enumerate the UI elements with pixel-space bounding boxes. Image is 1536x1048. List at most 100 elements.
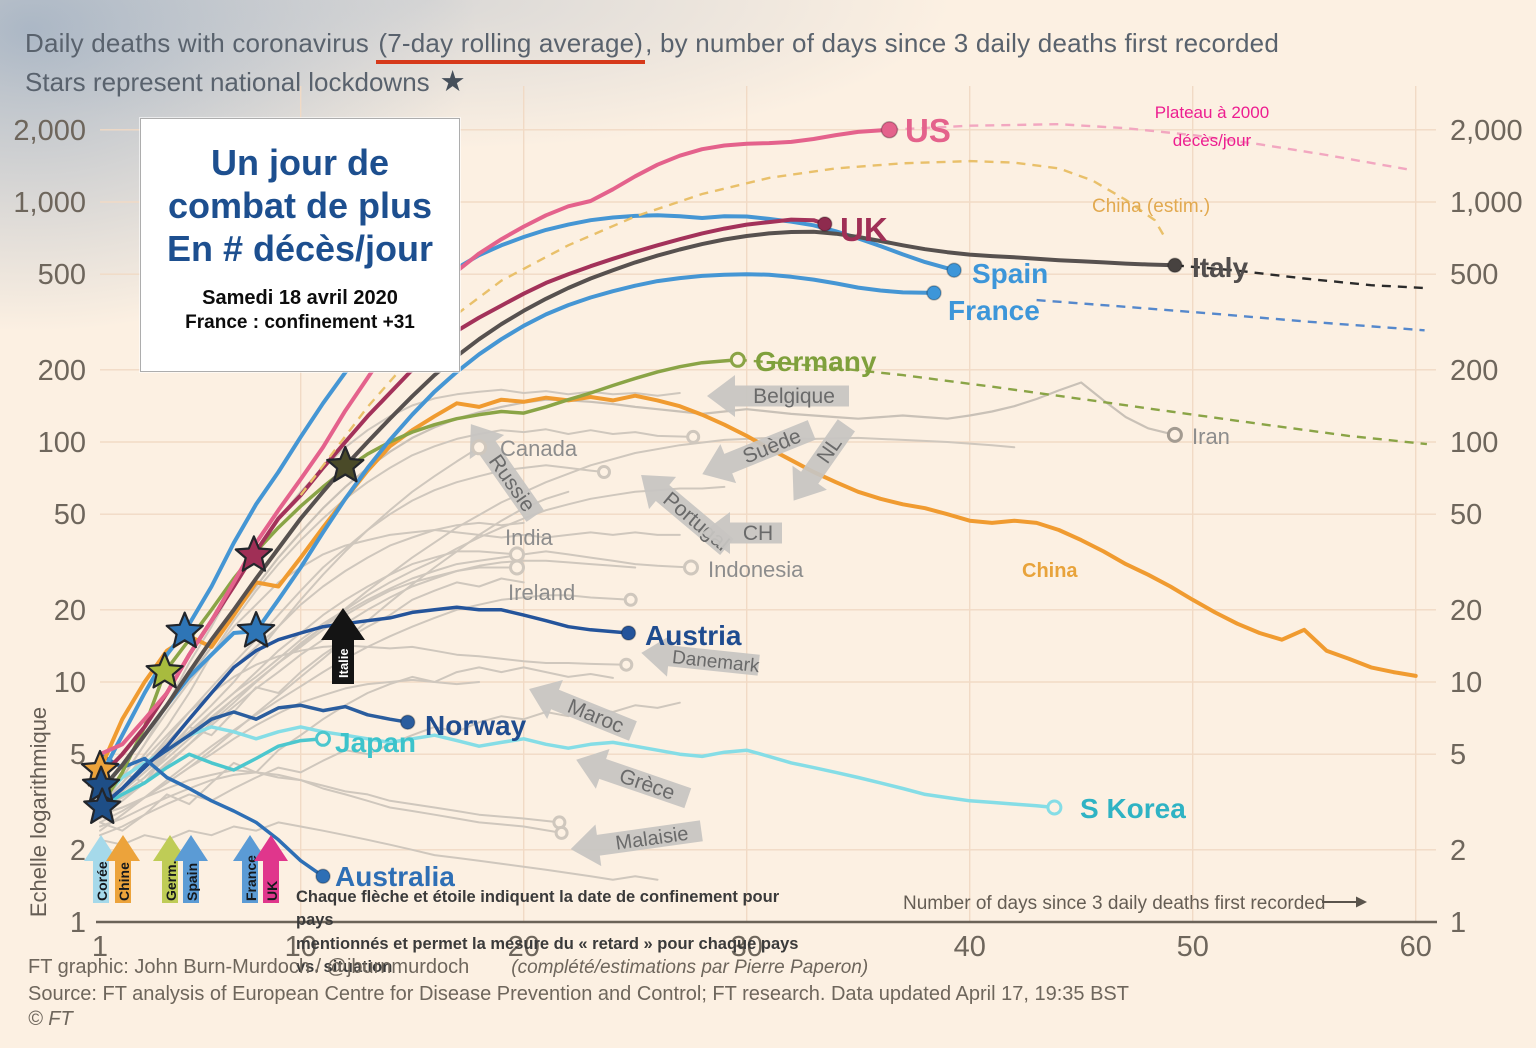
lockdown-star [234,535,273,572]
x-axis-title: Number of days since 3 daily deaths firs… [903,893,1325,914]
left-arrow-icon [570,820,703,867]
lockdown-arrow-label: Corée [94,861,110,901]
label-austria: Austria [645,620,742,651]
arrow-country-label: Grèce [616,764,678,804]
infobox-note: France : confinement +31 [185,311,415,333]
series-portugal [99,521,525,809]
dot-italy [1167,257,1183,274]
y-tick-label-right: 10 [1450,667,1482,699]
label-germany: Germany [755,346,877,377]
dot-sweden [597,465,611,479]
x-tick-label: 1 [92,931,108,963]
label-spain: Spain [972,258,1048,289]
y-tick-label-left: 20 [54,595,86,627]
italy-arrow-label: Italie [336,648,351,678]
dot-iran [1166,426,1183,443]
title-text-2: , by number of days since 3 daily deaths… [645,28,1279,58]
y-tick-label-right: 5 [1450,739,1466,771]
label-uk: UK [840,211,888,248]
series-other-7 [99,594,632,832]
projection-france [1036,298,1425,332]
dot-ireland [509,559,525,576]
lockdown-star [326,445,365,483]
y-tick-label-right: 200 [1450,355,1498,387]
title-text: Daily deaths with coronavirus [25,28,377,58]
x-tick-label: 50 [1177,931,1209,963]
lockdown-arrow-label: Germ. [163,861,179,901]
label-canada: Canada [500,436,578,461]
left-arrow-icon [529,680,637,741]
lockdown-arrow-spain [174,835,208,903]
lockdown-arrow-germ [153,835,187,903]
y-tick-label-right: 1,000 [1450,187,1523,219]
chart-title: Daily deaths with coronavirus (7-day rol… [25,28,1279,64]
dot-germany [729,351,746,368]
label-india: India [505,525,553,550]
projection-us [889,122,1408,171]
footer-source: Source: FT analysis of European Centre f… [28,983,1129,1005]
annotation: China (estim.) [1092,196,1210,217]
annotation: Plateau à 2000 [1155,103,1269,122]
series-malaysia [99,771,563,834]
credit-extra-text: (complété/estimations par Pierre Paperon… [511,957,869,978]
caption-line2: mentionnés et permet la mesure du « reta… [296,934,799,977]
y-tick-label-left: 1 [70,907,86,939]
series-italy [98,229,1177,794]
lockdown-arrow-label: Spain [184,863,200,901]
y-tick-label-left: 100 [38,427,86,459]
y-tick-label-right: 100 [1450,427,1498,459]
lockdown-arrow-france [233,835,267,903]
dot-netherlands [686,429,701,444]
left-arrow-icon [641,634,760,677]
y-tick-label-right: 2 [1450,835,1466,867]
y-tick-label-left: 50 [54,499,86,531]
annotation: China [1022,560,1078,582]
label-ireland: Ireland [508,580,575,605]
lockdown-caption: Chaque flèche et étoile indiquent la dat… [296,886,816,980]
series-france [98,272,936,794]
x-tick-label: 20 [508,931,540,963]
projection-italy [1174,264,1425,290]
dot-skorea [1046,799,1063,816]
x-tick-label: 30 [731,931,763,963]
lockdown-arrow-label: UK [264,881,280,901]
caption-line1: Chaque flèche et étoile indiquent la dat… [296,888,780,930]
label-indonesia: Indonesia [708,557,804,582]
x-axis-arrowhead-icon [1356,896,1367,908]
series-iran [98,381,1177,793]
x-tick-label: 40 [954,931,986,963]
dot-japan [315,730,331,747]
series-other-3 [99,436,1016,809]
series-other-8 [99,559,637,820]
subtitle-text: Stars represent national lockdowns [25,67,430,97]
label-australia: Australia [335,861,455,892]
dot-france [926,285,942,301]
series-denmark [99,644,628,809]
series-australia [98,752,325,879]
series-austria [98,605,631,810]
dot-canada [471,439,488,456]
dot-spain [946,262,962,278]
left-arrow-icon [469,424,544,522]
infobox-line3: En # décès/jour [166,228,434,270]
series-greece [99,769,561,824]
dot-norway [399,714,416,730]
left-arrow-icon [576,749,692,809]
lockdown-arrow-uk [254,835,288,903]
infobox-headline: Un jour de combat de plus En # décès/jou… [141,141,459,271]
lockdown-arrow-label: France [243,855,259,901]
x-tick-label: 10 [285,931,317,963]
dot-uk [817,216,833,232]
y-tick-label-right: 1 [1450,907,1466,939]
label-norway: Norway [425,710,527,741]
y-tick-label-right: 50 [1450,499,1482,531]
infobox-line2: combat de plus [167,185,433,227]
series-other-6 [99,485,726,809]
pointer-arrow-ch: CH [702,512,782,554]
y-tick-label-left: 500 [38,259,86,291]
y-tick-label-left: 5 [70,739,86,771]
dot-denmark [619,657,634,672]
y-tick-label-left: 2,000 [13,115,86,147]
dot-malaysia [554,825,569,840]
